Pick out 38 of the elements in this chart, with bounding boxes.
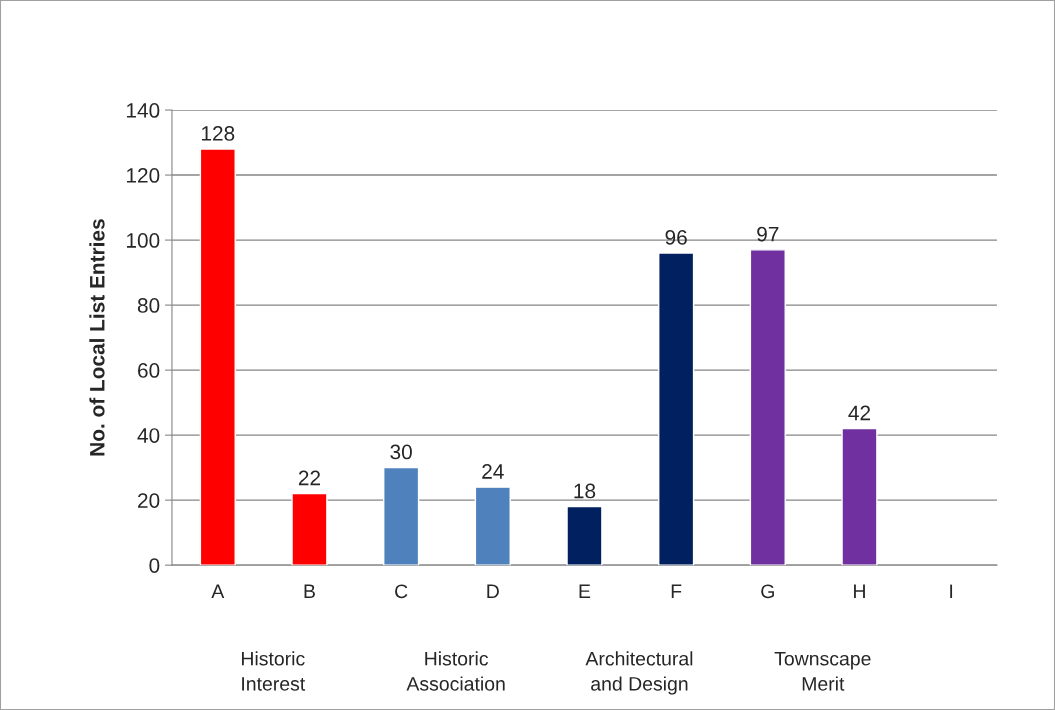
x-tick-label: G — [761, 584, 774, 599]
y-axis-title: No. of Local List Entries — [89, 219, 105, 456]
text: Townscape Merit — [774, 651, 871, 691]
data-label: 18 — [574, 483, 596, 499]
y-tick-label: 100 — [126, 233, 160, 248]
x-tick-label: B — [304, 584, 315, 598]
y-tick-label: 20 — [138, 493, 160, 508]
y-tick-label: 60 — [138, 363, 160, 378]
bar — [383, 466, 420, 566]
bar — [566, 505, 603, 566]
x-tick-label: C — [395, 584, 408, 599]
data-label: 24 — [482, 464, 504, 479]
x-tick-label: F — [671, 584, 682, 598]
data-label: 42 — [848, 405, 871, 421]
bar — [199, 148, 236, 566]
data-label: 128 — [202, 126, 235, 141]
x-tick-label: D — [487, 584, 499, 598]
x-tick-label: H — [854, 584, 865, 598]
text: Historic Interest — [241, 651, 306, 691]
y-tick-label: 120 — [126, 168, 160, 183]
y-tick-label: 0 — [149, 558, 160, 573]
bar — [474, 486, 511, 566]
bar — [841, 427, 878, 566]
bar — [291, 492, 328, 566]
text: Architectural and Design — [585, 651, 693, 695]
text: Historic Association — [406, 651, 505, 691]
y-tick-label: 40 — [137, 428, 160, 443]
x-tick-label: I — [950, 584, 953, 598]
data-label: 96 — [665, 230, 687, 245]
x-tick-label: E — [579, 584, 591, 598]
bar — [749, 249, 786, 566]
data-label: 30 — [390, 444, 412, 460]
data-label: 22 — [298, 470, 321, 486]
bar — [658, 252, 695, 566]
data-label: 97 — [757, 226, 779, 242]
y-tick-label: 140 — [126, 103, 160, 118]
y-tick-label: 80 — [137, 298, 160, 313]
x-tick-label: A — [211, 584, 225, 598]
